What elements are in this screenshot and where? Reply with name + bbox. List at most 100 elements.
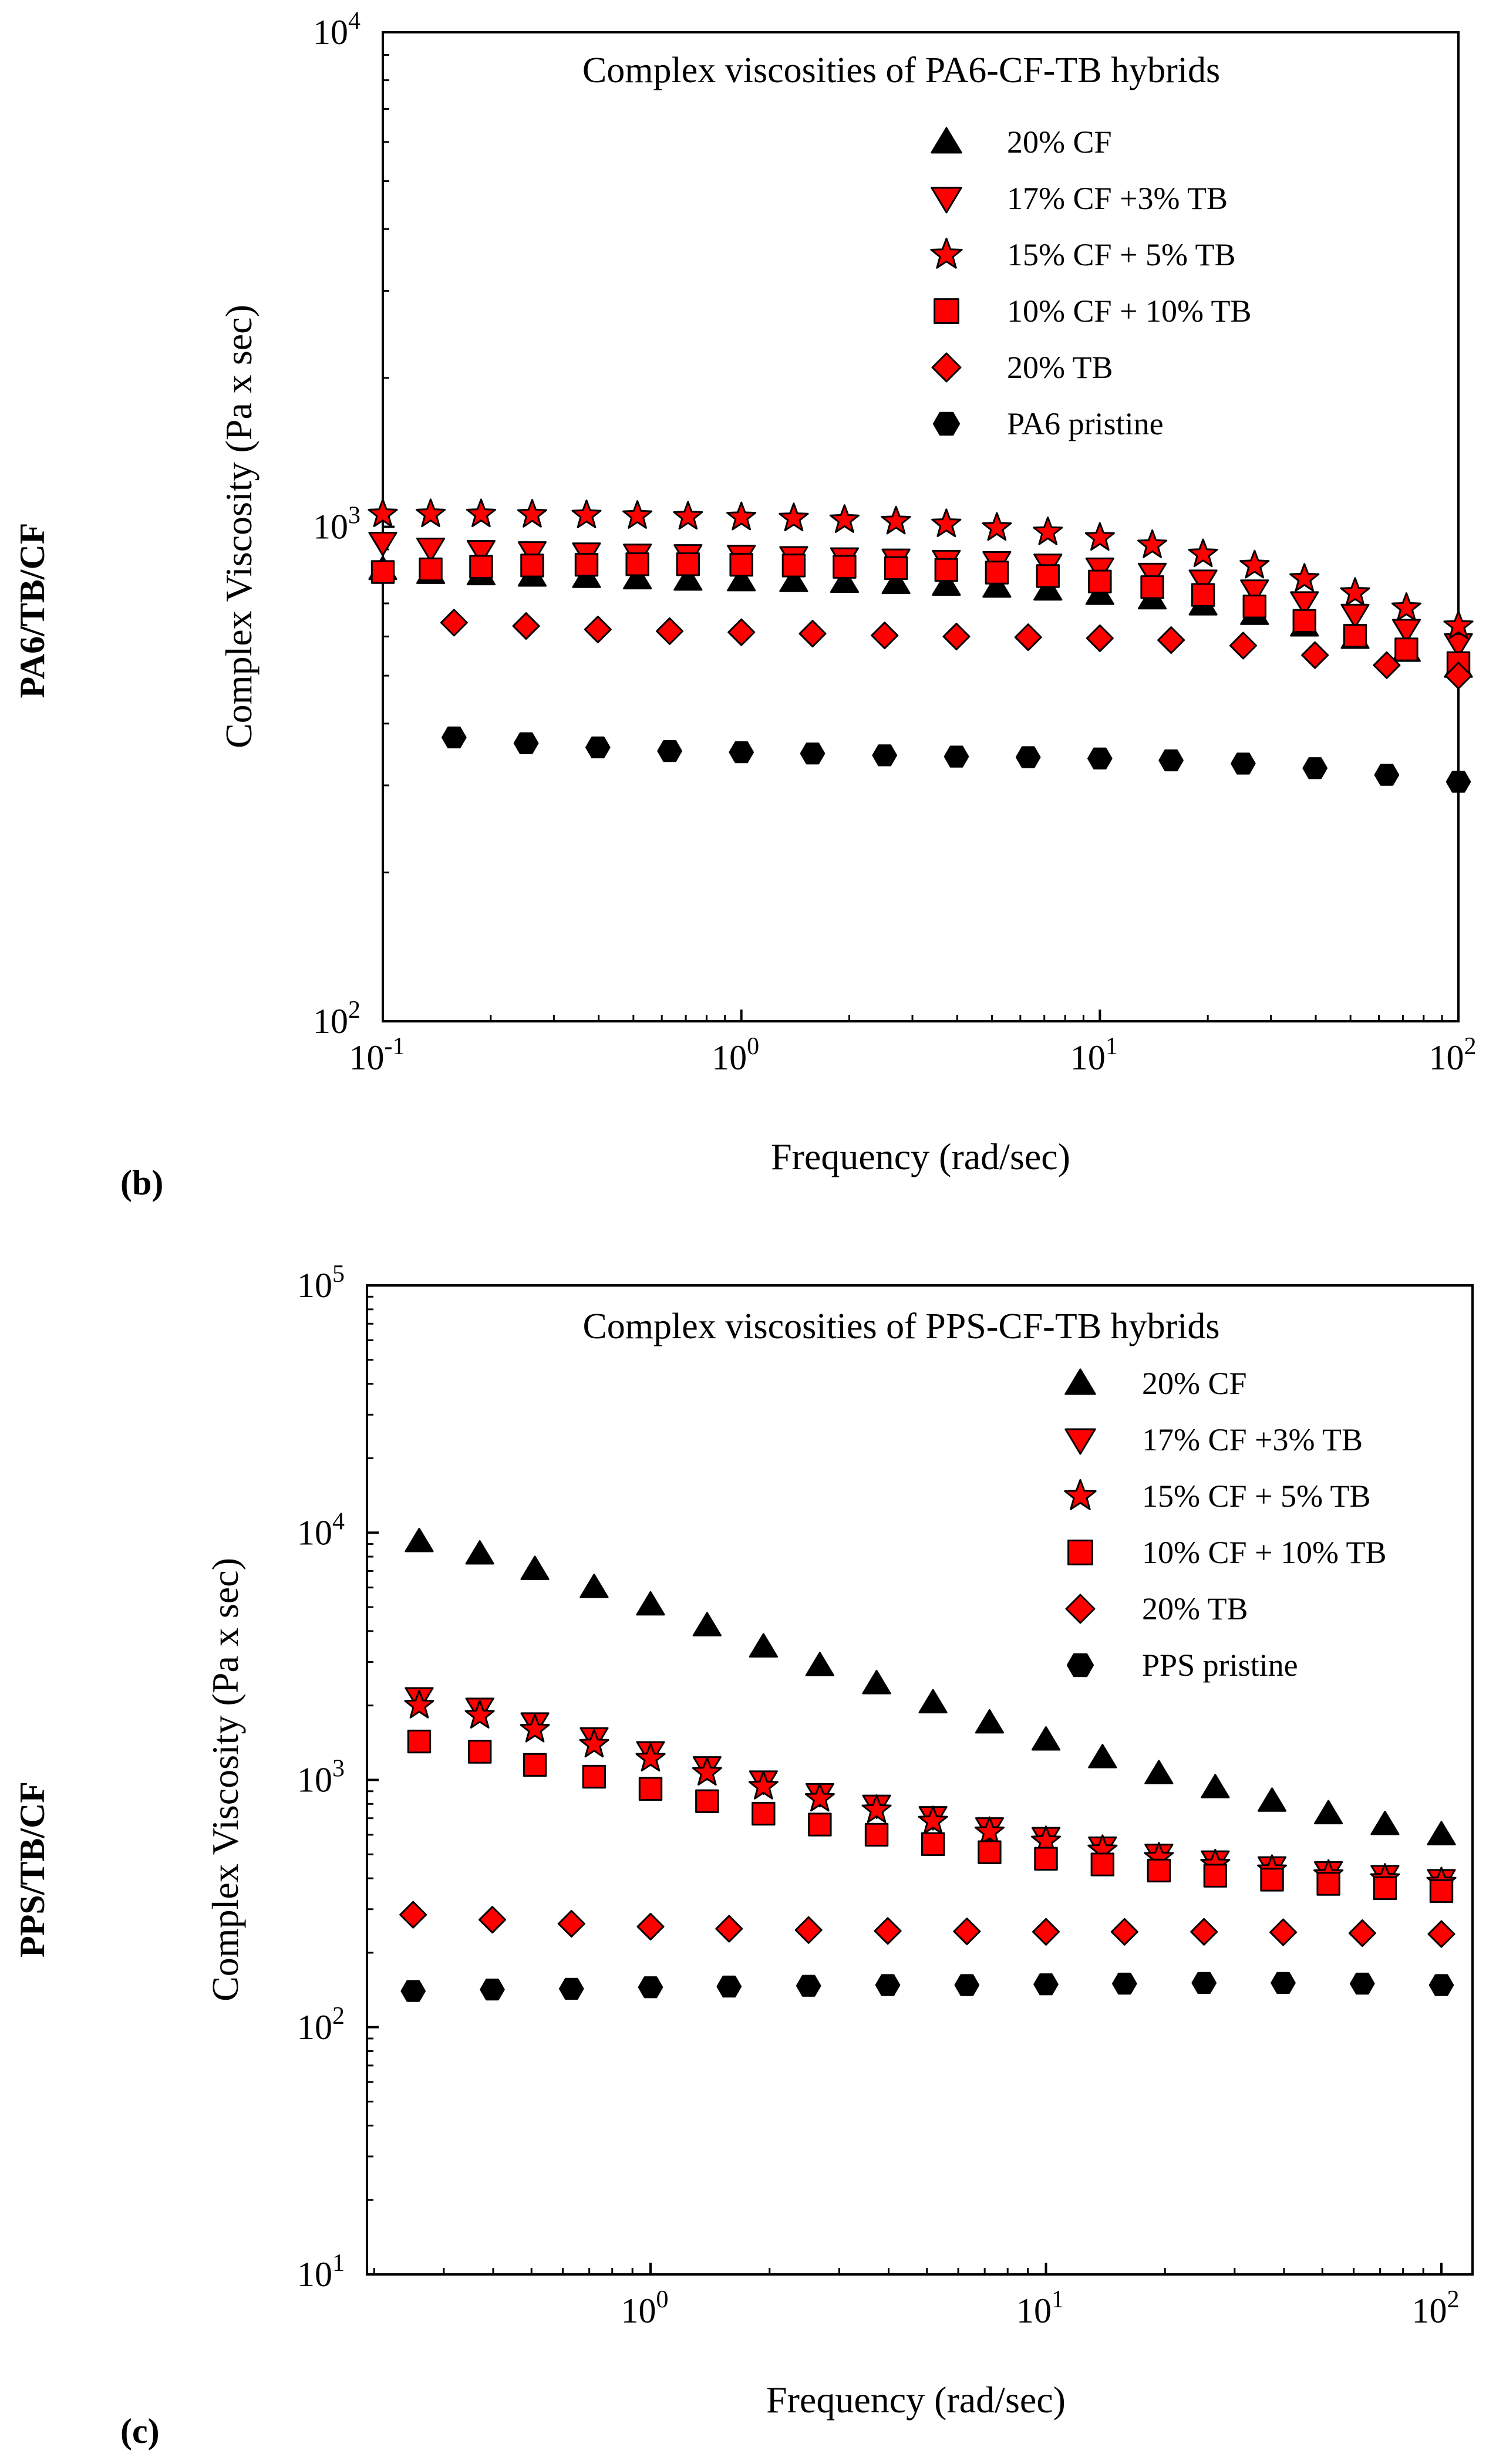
x-tick-label: 102 [1412, 2286, 1460, 2330]
data-point [1302, 757, 1327, 779]
series-10-cf-10-tb [370, 552, 1471, 675]
data-point [638, 1976, 663, 1999]
series-17-cf-3-tb [405, 1687, 1456, 1893]
data-point [918, 1689, 948, 1714]
data-point [804, 1783, 835, 1812]
data-point [571, 499, 602, 528]
data-point [748, 1771, 779, 1800]
data-point [1301, 641, 1329, 669]
legend-marker [930, 237, 963, 269]
data-point [1373, 651, 1401, 679]
x-tick-label: 101 [1070, 1033, 1118, 1077]
data-point [1427, 1920, 1455, 1948]
data-point [796, 1974, 821, 1997]
data-point [944, 745, 969, 768]
data-point [921, 1832, 945, 1857]
data-point [1443, 610, 1474, 639]
data-point [798, 620, 827, 648]
y-ticks-c: 101 102 103 104 105 [297, 1261, 379, 2294]
series-10-cf-10-tb [407, 1729, 1454, 1903]
data-marks-c [399, 1528, 1457, 2002]
data-point [931, 508, 962, 538]
data-point [729, 552, 753, 577]
data-point [1428, 1974, 1454, 1996]
series-pa6-pristine [442, 726, 1471, 793]
data-point [479, 1906, 507, 1934]
data-point [469, 555, 493, 579]
data-point [480, 1979, 505, 2001]
data-point [830, 568, 860, 593]
data-point [399, 1901, 427, 1929]
legend-marker [932, 411, 961, 436]
data-point [638, 1777, 663, 1801]
data-point [726, 501, 757, 531]
data-point [805, 1652, 834, 1676]
data-point [1260, 1868, 1284, 1892]
data-point [884, 556, 908, 580]
data-point [800, 742, 826, 765]
data-point [368, 498, 398, 528]
y-tick-label: 102 [297, 2003, 345, 2047]
data-point [582, 1764, 607, 1789]
data-point [1373, 1876, 1397, 1901]
data-point [716, 1975, 742, 1998]
legend-label: 15% CF + 5% TB [1007, 237, 1236, 272]
data-point [512, 612, 540, 640]
data-point [1292, 609, 1316, 633]
data-point [636, 1912, 665, 1940]
data-point [1090, 1852, 1115, 1876]
data-point [1032, 1918, 1060, 1946]
data-point [1088, 1744, 1117, 1768]
legend-label: 10% CF + 10% TB [1142, 1535, 1387, 1570]
legend-marker [1064, 1428, 1096, 1455]
data-point [1191, 583, 1215, 607]
data-point [517, 541, 547, 566]
legend-marker [1064, 1368, 1096, 1395]
legend-label: 20% TB [1142, 1591, 1248, 1626]
data-point [953, 1918, 981, 1946]
data-point [1188, 538, 1218, 568]
data-point [918, 1805, 948, 1834]
data-point [520, 553, 544, 578]
data-point [368, 532, 397, 556]
data-point [1269, 1918, 1298, 1946]
data-point [954, 1974, 980, 1996]
x-axis-label-b: Frequency (rad/sec) [771, 1136, 1070, 1177]
data-point [692, 1757, 722, 1786]
legend-label: 20% CF [1142, 1366, 1247, 1401]
panel-label-b: (b) [120, 1163, 163, 1202]
data-point [1374, 764, 1400, 786]
series-17-cf-3-tb [368, 532, 1473, 658]
data-point [559, 1977, 584, 2000]
data-point [513, 732, 539, 754]
legend-marker [934, 298, 959, 324]
data-point [934, 558, 958, 582]
panel-b: PA6/TB/CF Complex viscosities of PA6-CF-… [13, 8, 1477, 1202]
data-point [881, 569, 911, 595]
data-point [727, 618, 756, 646]
data-point [442, 726, 467, 748]
data-point [557, 1910, 585, 1938]
data-point [1147, 1858, 1171, 1883]
data-point [1340, 577, 1370, 606]
data-point [1140, 575, 1164, 599]
data-point [574, 552, 599, 577]
data-point [1188, 569, 1218, 594]
y-tick-label: 103 [313, 502, 360, 546]
data-point [623, 565, 652, 590]
data-point [985, 561, 1009, 585]
y-tick-label: 103 [297, 1756, 345, 1800]
data-point [1031, 1726, 1061, 1751]
data-point [1391, 619, 1421, 643]
x-tick-label: 100 [712, 1033, 759, 1077]
data-point [1271, 1972, 1296, 1994]
data-point [861, 1794, 892, 1823]
data-point [635, 1743, 666, 1772]
data-point [1190, 1918, 1218, 1946]
data-point [1203, 1864, 1228, 1888]
data-point [1316, 1872, 1340, 1896]
series-pps-pristine [400, 1972, 1454, 2002]
data-point [1394, 637, 1418, 661]
data-point [466, 498, 496, 528]
y-axis-label-c: Complex Viscosity (Pa x sec) [204, 1558, 246, 2001]
